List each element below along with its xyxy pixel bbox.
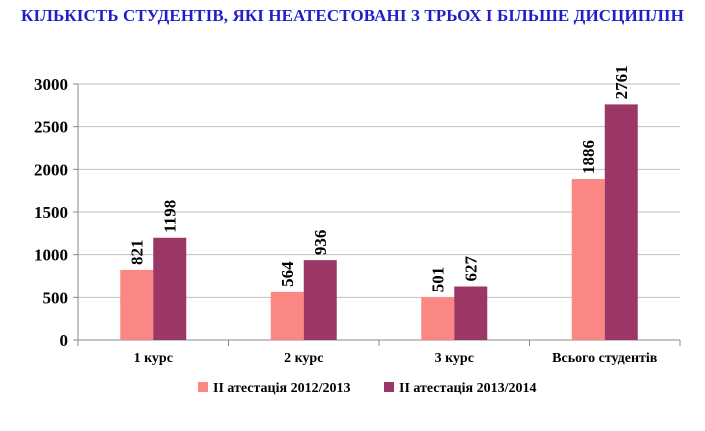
category-label: 1 курс xyxy=(134,351,173,366)
y-tick-label: 1500 xyxy=(34,203,68,222)
legend-label-2: ІІ атестація 2013/2014 xyxy=(399,381,536,396)
bar-2-4 xyxy=(604,104,638,340)
data-label: 936 xyxy=(311,230,330,256)
bars xyxy=(120,104,638,340)
bar-2-1 xyxy=(153,237,187,340)
bar-1-3 xyxy=(421,297,455,340)
bar-2-2 xyxy=(303,260,337,340)
chart-title: КІЛЬКІСТЬ СТУДЕНТІВ, ЯКІ НЕАТЕСТОВАНІ З … xyxy=(21,6,684,25)
y-tick-label: 1000 xyxy=(34,246,68,265)
data-labels: 821 1198 564 936 501 627 1886 2761 xyxy=(128,65,632,292)
bar-1-4 xyxy=(571,179,605,340)
legend-label-1: ІІ атестація 2012/2013 xyxy=(213,381,350,396)
category-labels: 1 курс 2 курс 3 курс Всього студентів xyxy=(134,351,658,366)
bar-1-1 xyxy=(120,269,154,340)
legend-swatch-2 xyxy=(384,382,394,392)
data-label: 1886 xyxy=(579,140,598,174)
bar-2-3 xyxy=(454,286,488,340)
category-label: 2 курс xyxy=(284,351,323,366)
data-label: 821 xyxy=(128,239,147,265)
data-label: 627 xyxy=(462,255,481,281)
y-tick-label: 500 xyxy=(43,288,69,307)
bar-1-2 xyxy=(270,291,304,340)
y-tick-labels: 0 500 1000 1500 2000 2500 3000 xyxy=(34,75,68,350)
data-label: 501 xyxy=(429,267,448,293)
data-label: 1198 xyxy=(161,200,180,233)
category-label: 3 курс xyxy=(435,351,474,366)
y-tick-label: 3000 xyxy=(34,75,68,94)
category-label: Всього студентів xyxy=(552,351,658,366)
data-label: 2761 xyxy=(612,65,631,99)
y-tick-label: 0 xyxy=(60,331,69,350)
y-tick-label: 2000 xyxy=(34,160,68,179)
legend-swatch-1 xyxy=(198,382,208,392)
legend: ІІ атестація 2012/2013 ІІ атестація 2013/… xyxy=(198,381,536,396)
data-label: 564 xyxy=(278,261,297,287)
y-tick-label: 2500 xyxy=(34,118,68,137)
